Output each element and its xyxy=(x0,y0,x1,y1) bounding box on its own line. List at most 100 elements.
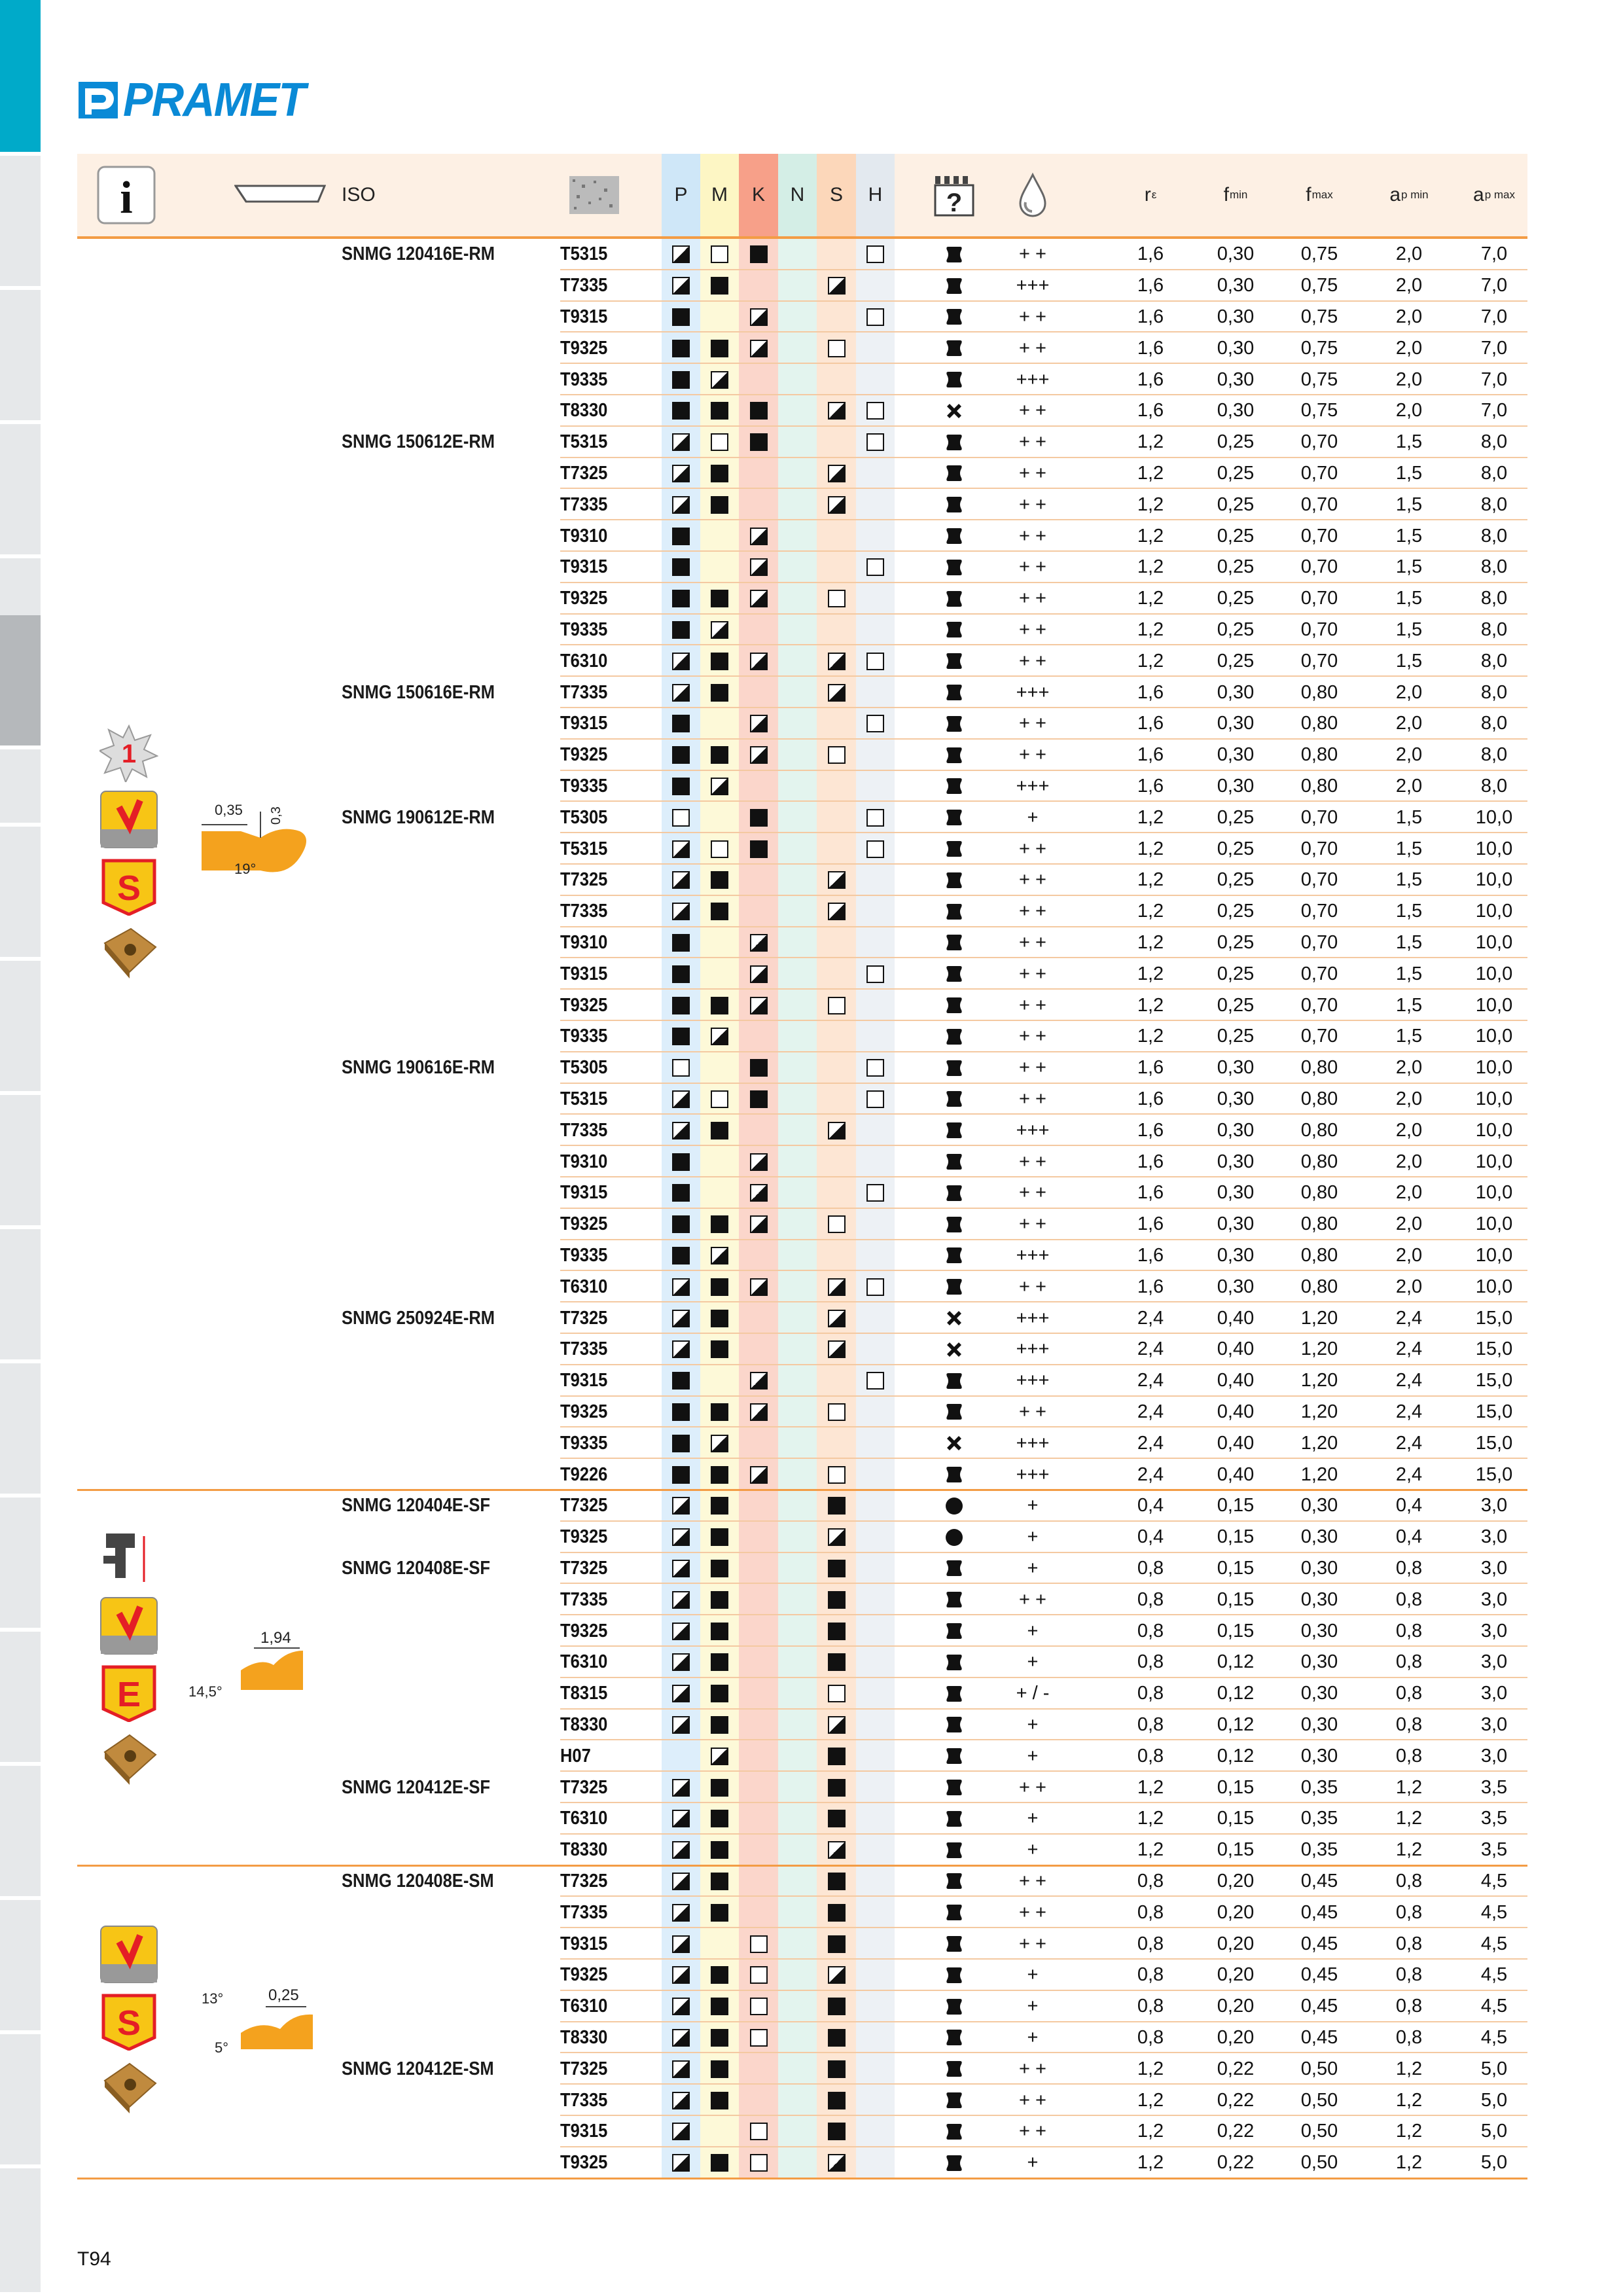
sidebar-tab[interactable] xyxy=(0,1766,41,1900)
primary-application-icon xyxy=(711,1653,728,1672)
depth-max: 15,0 xyxy=(1475,1370,1513,1391)
sidebar-tab[interactable] xyxy=(0,156,41,290)
depth-min: 0,4 xyxy=(1395,1495,1423,1516)
alternative-application-icon xyxy=(749,2123,768,2141)
suitability-cell-k xyxy=(739,1397,778,1428)
sidebar-tab[interactable] xyxy=(0,1363,41,1498)
corner-radius: 0,4 xyxy=(1137,1526,1164,1548)
coolant-rating: +++ xyxy=(1016,775,1050,797)
normal-stability-icon xyxy=(928,270,980,302)
sidebar-tab[interactable] xyxy=(0,1229,41,1363)
grade-code: T6310 xyxy=(560,1651,608,1673)
table-row: SNMG 120408E-SF T7325 +0,8 0,15 0,30 0,8 3,0 xyxy=(77,1553,1527,1585)
table-row: SNMG 250924E-RM T7325 +++ 2,4 0,40 1,20 2,4 15,… xyxy=(77,1302,1527,1334)
alternative-application-icon xyxy=(749,2154,768,2172)
table-bottom-rule xyxy=(77,2177,1527,2179)
iso-designation: SNMG 150612E-RM xyxy=(342,431,495,453)
primary-application-icon xyxy=(672,1403,690,1421)
sidebar-tab[interactable] xyxy=(0,1498,41,1632)
alternative-application-icon xyxy=(827,1215,846,1234)
primary-application-icon xyxy=(749,1090,768,1108)
feed-min: 0,30 xyxy=(1217,1276,1255,1297)
table-row: T6310 +1,2 0,15 0,35 1,2 3,5 xyxy=(77,1803,1527,1835)
secondary-application-icon xyxy=(749,1465,768,1484)
depth-min: 2,0 xyxy=(1395,337,1423,359)
feed-min: 0,25 xyxy=(1217,901,1255,922)
suitability-cell-m xyxy=(700,239,739,270)
primary-application-icon xyxy=(711,402,728,420)
suitability-cell-k xyxy=(739,2022,778,2054)
suitability-cell-s xyxy=(817,865,856,896)
primary-application-icon xyxy=(711,683,728,702)
table-row: T5315 + + 1,6 0,30 0,80 2,0 10,0 xyxy=(77,1084,1527,1115)
grade-code: T9325 xyxy=(560,1620,608,1641)
row-divider xyxy=(560,894,1527,896)
corner-radius: 2,4 xyxy=(1137,1370,1164,1391)
suitability-cell-s xyxy=(817,1991,856,2022)
suitability-cell-p xyxy=(662,645,700,677)
feed-min: 0,30 xyxy=(1217,713,1255,734)
sidebar-tab[interactable] xyxy=(0,0,41,156)
suitability-cell-s xyxy=(817,990,856,1021)
corner-radius: 2,4 xyxy=(1137,1401,1164,1422)
primary-application-icon xyxy=(827,1872,846,1890)
depth-min: 2,0 xyxy=(1395,713,1423,734)
coolant-rating: + + xyxy=(1019,462,1046,484)
sidebar-tab[interactable] xyxy=(0,2168,41,2296)
normal-stability-icon xyxy=(928,1710,980,1741)
sidebar-tab[interactable] xyxy=(0,1632,41,1766)
secondary-application-icon xyxy=(827,402,846,420)
dimension-depth: 0,3 xyxy=(269,806,283,825)
feed-min: 0,25 xyxy=(1217,994,1255,1016)
primary-application-icon xyxy=(672,965,690,983)
row-divider xyxy=(560,1238,1527,1240)
suitability-cell-m xyxy=(700,615,739,646)
normal-stability-icon xyxy=(928,1897,980,1928)
suitability-cell-m xyxy=(700,1866,739,1897)
alternative-application-icon xyxy=(866,1090,884,1108)
depth-min: 1,5 xyxy=(1395,619,1423,640)
depth-min: 1,5 xyxy=(1395,901,1423,922)
suitability-cell-m xyxy=(700,1459,739,1490)
coolant-rating: +++ xyxy=(1016,1370,1050,1391)
row-divider xyxy=(560,988,1527,990)
feed-min: 0,25 xyxy=(1217,806,1255,828)
suitability-cell-m xyxy=(700,1803,739,1835)
depth-min: 1,2 xyxy=(1395,2089,1423,2111)
row-divider xyxy=(560,644,1527,646)
normal-stability-icon xyxy=(928,1084,980,1115)
sidebar-tab[interactable] xyxy=(0,1095,41,1229)
table-row: T6310 + + 1,6 0,30 0,80 2,0 10,0 xyxy=(77,1271,1527,1303)
primary-application-icon xyxy=(827,1935,846,1953)
suitability-cell-p xyxy=(662,833,700,865)
secondary-application-icon xyxy=(672,464,690,482)
sidebar-tab[interactable] xyxy=(0,1900,41,2034)
badge-number: 1 xyxy=(122,740,136,768)
header-apmin-sub: p min xyxy=(1401,188,1429,201)
sidebar-tab-active[interactable] xyxy=(0,615,41,749)
sidebar-tab[interactable] xyxy=(0,424,41,558)
secondary-application-icon xyxy=(827,2154,846,2172)
depth-max: 5,0 xyxy=(1480,2089,1508,2111)
suitability-cell-s xyxy=(817,270,856,302)
row-divider xyxy=(560,1082,1527,1084)
grade-code: T9335 xyxy=(560,619,608,640)
feed-max: 0,30 xyxy=(1300,1588,1338,1610)
secondary-application-icon xyxy=(672,433,690,452)
cross-section-diagram: 1,94 14,5° xyxy=(188,1629,303,1700)
suitability-cell-m xyxy=(700,1678,739,1710)
grade-code: T9325 xyxy=(560,1526,608,1548)
sidebar-tab[interactable] xyxy=(0,2034,41,2168)
depth-max: 15,0 xyxy=(1475,1401,1513,1422)
sidebar-tab[interactable] xyxy=(0,961,41,1095)
sidebar-tab[interactable] xyxy=(0,290,41,424)
sidebar-tab[interactable] xyxy=(0,827,41,961)
feed-max: 0,45 xyxy=(1300,1933,1338,1954)
normal-stability-icon xyxy=(928,458,980,490)
feed-min: 0,30 xyxy=(1217,368,1255,390)
primary-application-icon xyxy=(827,1559,846,1577)
primary-application-icon xyxy=(711,746,728,764)
primary-application-icon xyxy=(711,1465,728,1484)
grade-code: T7335 xyxy=(560,1119,608,1141)
